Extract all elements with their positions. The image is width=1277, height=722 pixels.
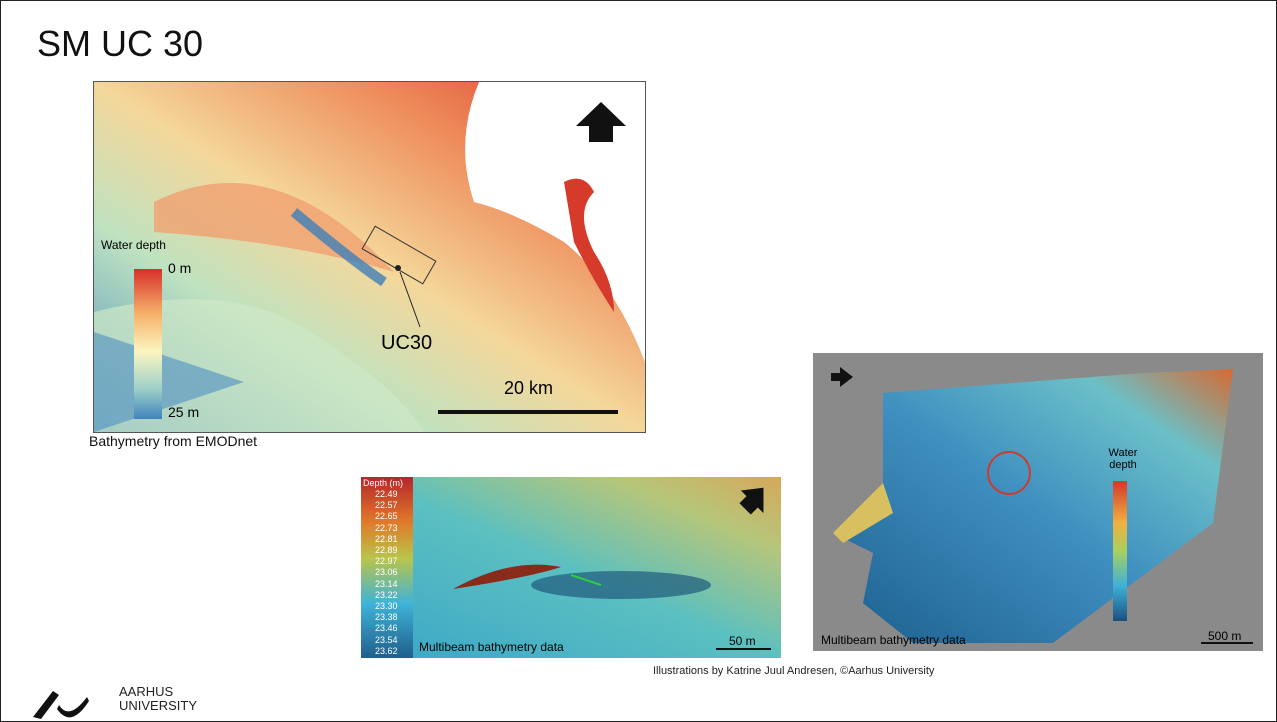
logo-line: AARHUS (119, 685, 197, 699)
legend-title: Water depth (1103, 447, 1143, 471)
caption: Bathymetry from EMODnet (89, 433, 257, 449)
legend-value: 22.57 (361, 500, 413, 511)
caption: Multibeam bathymetry data (821, 633, 966, 647)
caption: Multibeam bathymetry data (419, 640, 564, 654)
logo-text: AARHUS UNIVERSITY (119, 685, 197, 713)
legend-value: 23.46 (361, 623, 413, 634)
slide: SM UC 30 (0, 0, 1277, 722)
scale-label: 20 km (504, 378, 553, 399)
legend-value: 22.89 (361, 545, 413, 556)
logo-mark (31, 685, 91, 721)
bathymetry-map: Water depth 0 m 25 m UC30 20 km (93, 81, 646, 433)
scale-label: 50 m (729, 634, 756, 648)
legend-value: 22.73 (361, 523, 413, 534)
map-image (361, 477, 781, 658)
legend-value: 23.06 (361, 567, 413, 578)
site-label: UC30 (381, 332, 432, 355)
legend-value: 23.62 (361, 646, 413, 657)
legend-label: 25 m (168, 404, 199, 420)
legend-value: 23.54 (361, 635, 413, 646)
scale-label: 500 m (1208, 629, 1241, 643)
credit: Illustrations by Katrine Juul Andresen, … (653, 665, 934, 677)
multibeam-map: Water depth Multibeam bathymetry data 50… (813, 353, 1263, 651)
legend-value: 23.30 (361, 601, 413, 612)
legend-value: 22.81 (361, 534, 413, 545)
legend-value: 23.38 (361, 612, 413, 623)
legend-value: 23.22 (361, 590, 413, 601)
map-image (94, 82, 645, 432)
legend-label: 0 m (168, 260, 191, 276)
logo-line: UNIVERSITY (119, 699, 197, 713)
legend-title: Depth (m) (363, 478, 403, 488)
legend-value: 22.65 (361, 511, 413, 522)
legend-value: 22.49 (361, 489, 413, 500)
legend-value: 22.97 (361, 556, 413, 567)
slide-title: SM UC 30 (37, 23, 203, 65)
legend-value: 23.14 (361, 579, 413, 590)
legend-title: Water depth (101, 238, 166, 252)
map-image (813, 353, 1263, 651)
